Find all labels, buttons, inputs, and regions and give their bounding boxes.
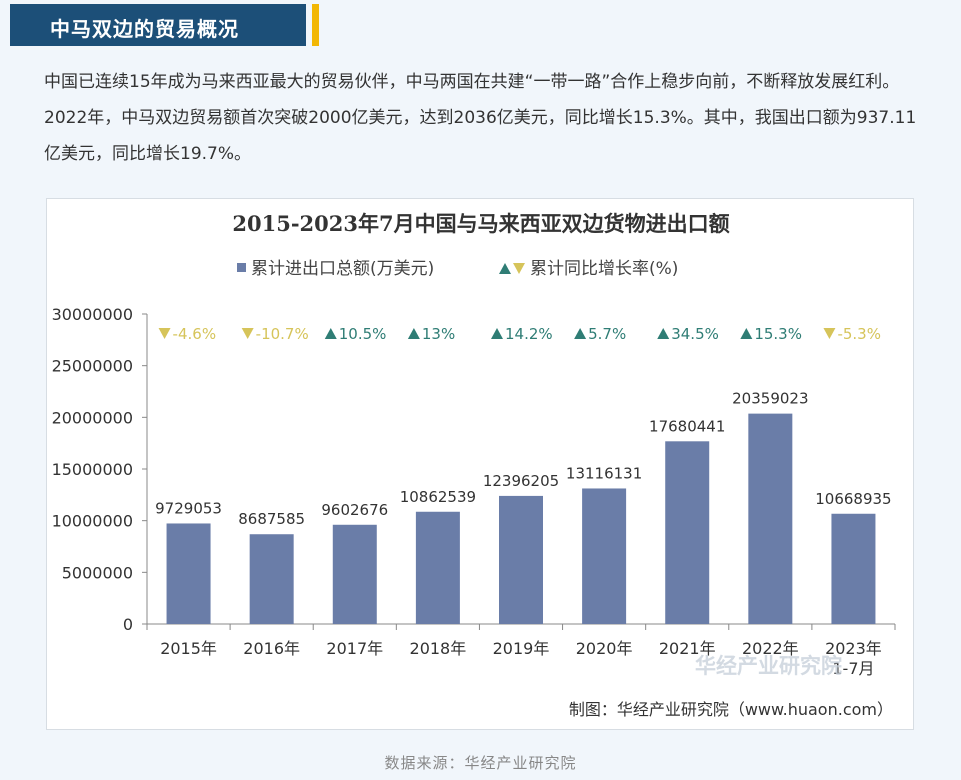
- x-tick-label: 2019年: [493, 639, 550, 658]
- bar: [499, 495, 543, 624]
- bar-value-label: 20359023: [732, 390, 808, 408]
- bar-value-label: 10668935: [815, 490, 891, 508]
- y-axis: 0 5000000 10000000 15000000 20000000 25000000…: [52, 305, 148, 634]
- growth-label: 15.3%: [754, 325, 802, 343]
- bar: [332, 524, 377, 624]
- growth-label: 14.2%: [505, 325, 553, 343]
- section-header: 中马双边的贸易概况: [10, 4, 306, 46]
- x-tick-label: 2022年: [742, 639, 799, 658]
- y-tick-label: 30000000: [52, 305, 133, 324]
- bar: [582, 488, 627, 624]
- bar-value-label: 13116131: [566, 464, 642, 482]
- x-tick-label: 2018年: [410, 639, 467, 658]
- y-tick-label: 0: [123, 615, 133, 634]
- legend-down-triangle: [513, 263, 525, 274]
- growth-up-triangle: [574, 328, 587, 339]
- growth-label: 10.5%: [339, 325, 387, 343]
- growth-label: -10.7%: [256, 325, 309, 343]
- y-tick-label: 20000000: [52, 408, 133, 427]
- growth-up-triangle: [407, 328, 420, 339]
- legend-up-triangle: [499, 263, 511, 274]
- legend-growth-label: 累计同比增长率(%): [530, 259, 678, 279]
- x-tick-label: 2015年: [160, 639, 217, 658]
- chart-card: 2015-2023年7月中国与马来西亚双边货物进出口额 累计进出口总额(万美元)…: [46, 198, 914, 730]
- growth-up-triangle: [740, 328, 753, 339]
- growth-label: 13%: [422, 325, 455, 343]
- y-tick-label: 25000000: [52, 357, 133, 376]
- x-tick-label: 2023年: [825, 639, 882, 658]
- x-tick-label: 1-7月: [832, 659, 874, 678]
- chart-credit: 制图：华经产业研究院（www.huaon.com）: [569, 700, 893, 719]
- bar-chart: 2015-2023年7月中国与马来西亚双边货物进出口额 累计进出口总额(万美元)…: [52, 211, 896, 719]
- legend-bar-label: 累计进出口总额(万美元): [251, 259, 434, 279]
- growth-label: -4.6%: [173, 325, 217, 343]
- growth-up-triangle: [491, 328, 503, 339]
- bar-value-label: 9602676: [321, 501, 388, 519]
- y-tick-label: 5000000: [62, 563, 133, 582]
- x-tick-label: 2020年: [576, 639, 633, 658]
- header-accent-bar: [312, 4, 319, 46]
- x-tick-label: 2021年: [659, 639, 716, 658]
- y-tick-label: 10000000: [52, 512, 133, 531]
- chart-title: 2015-2023年7月中国与马来西亚双边货物进出口额: [232, 211, 729, 236]
- y-tick-label: 15000000: [52, 460, 133, 479]
- intro-paragraph: 中国已连续15年成为马来西亚最大的贸易伙伴，中马两国在共建“一带一路”合作上稳步…: [44, 72, 917, 164]
- x-axis: 2015年 2016年 2017年 2018年 2019年 2020年 2021年 2022年…: [146, 623, 896, 678]
- bar: [415, 511, 460, 624]
- bar-value-label: 10862539: [400, 488, 476, 506]
- legend-bar-swatch: [237, 263, 246, 272]
- bar-value-label: 17680441: [649, 417, 725, 435]
- x-tick-label: 2017年: [326, 639, 383, 658]
- growth-label: -5.3%: [837, 325, 881, 343]
- data-source-footer: 数据来源：华经产业研究院: [384, 754, 577, 772]
- section-title: 中马双边的贸易概况: [50, 17, 239, 41]
- growth-up-triangle: [657, 328, 670, 339]
- bar-value-label: 9729053: [155, 499, 222, 517]
- bar: [249, 534, 294, 624]
- bar: [665, 441, 710, 624]
- bar: [748, 413, 793, 624]
- growth-down-triangle: [823, 328, 836, 339]
- bar: [831, 513, 876, 624]
- growth-label: 34.5%: [671, 325, 719, 343]
- bar: [166, 523, 211, 624]
- growth-up-triangle: [324, 328, 337, 339]
- bar-value-label: 8687585: [238, 510, 305, 528]
- growth-labels: -4.6% -10.7% 10.5% 13% 14.2% 5.7% 34.5% 15.3% -5…: [158, 325, 881, 343]
- bar-value-label: 12396205: [483, 472, 559, 490]
- x-tick-label: 2016年: [243, 639, 300, 658]
- watermark: 华经产业研究院: [695, 654, 842, 678]
- growth-down-triangle: [158, 328, 171, 339]
- growth-down-triangle: [241, 328, 254, 339]
- bars: 9729053 8687585 9602676 10862539 12396205 131…: [155, 390, 892, 624]
- growth-label: 5.7%: [588, 325, 626, 343]
